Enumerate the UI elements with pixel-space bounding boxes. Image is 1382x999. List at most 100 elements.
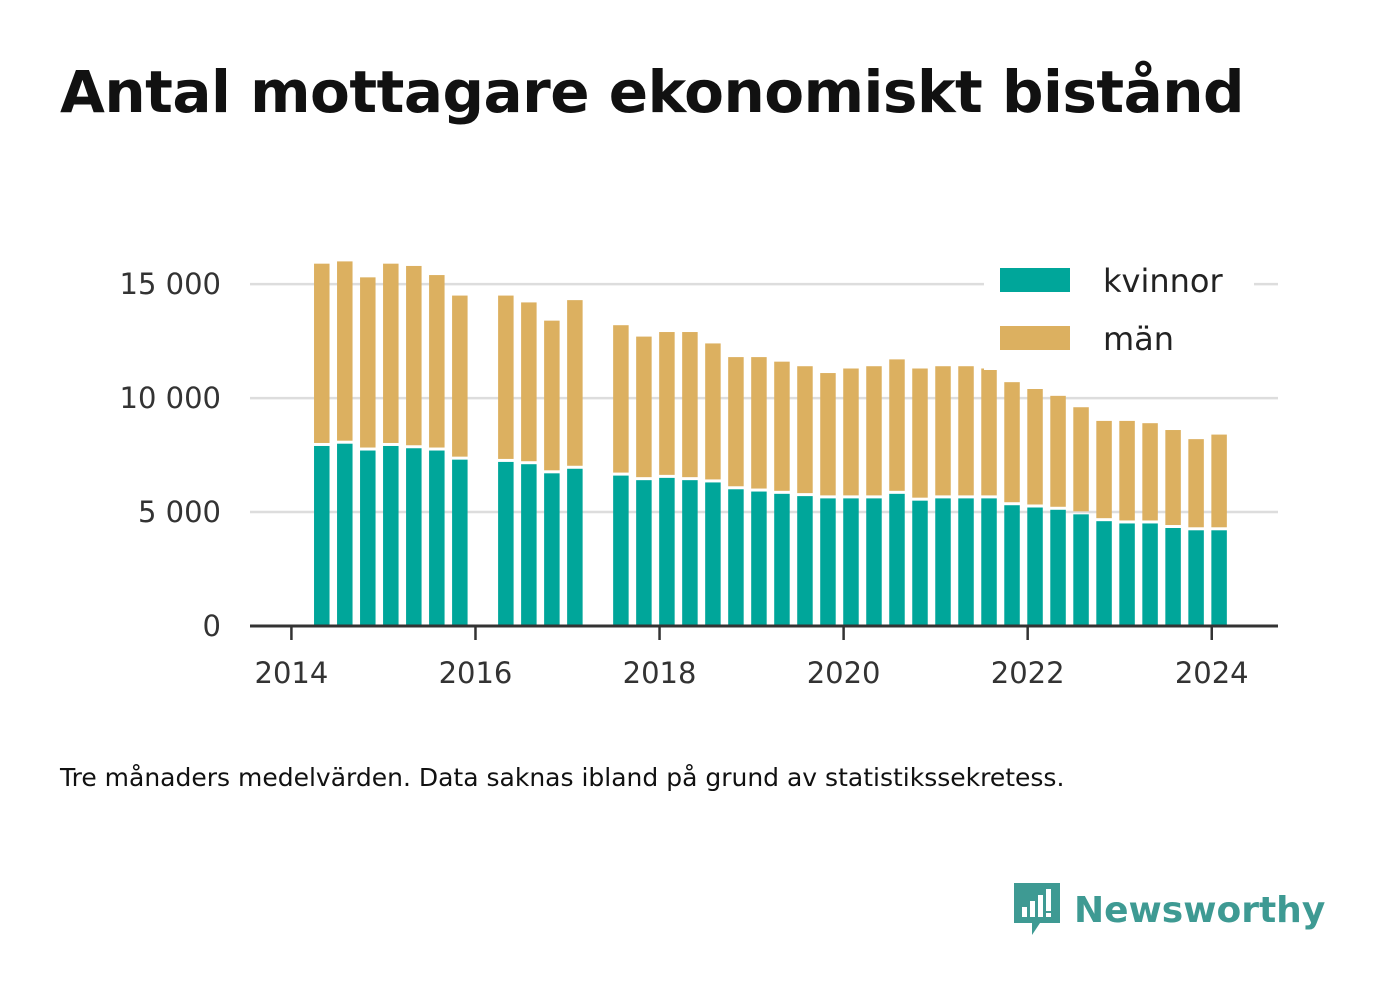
bars <box>314 261 1227 626</box>
legend-swatch-man <box>1000 326 1070 350</box>
chart-footnote: Tre månaders medelvärden. Data saknas ib… <box>60 763 1065 792</box>
bar-kvinnor <box>1096 521 1112 626</box>
brand-name: Newsworthy <box>1074 889 1326 931</box>
legend-label-kvinnor: kvinnor <box>1103 262 1224 300</box>
newsworthy-brand[interactable]: Newsworthy <box>1012 880 1325 940</box>
bar-man <box>1073 407 1089 512</box>
bar-man <box>337 261 353 441</box>
bar-man <box>1211 434 1227 528</box>
bar-man <box>889 359 905 491</box>
bar-kvinnor <box>544 473 560 626</box>
bar-man <box>1050 395 1066 507</box>
bar-man <box>636 336 652 478</box>
bar-man <box>498 295 514 459</box>
bar-man <box>1142 423 1158 521</box>
bar-kvinnor <box>1188 530 1204 626</box>
bar-kvinnor <box>1050 509 1066 626</box>
chart-title: Antal mottagare ekonomiskt bistånd <box>60 58 1245 126</box>
bar-kvinnor <box>360 450 376 626</box>
bar-man <box>751 357 767 489</box>
x-tick-label: 2020 <box>807 656 881 690</box>
bar-kvinnor <box>981 498 997 626</box>
bar-man <box>567 300 583 466</box>
x-tick-label: 2018 <box>623 656 697 690</box>
bar-kvinnor <box>452 459 468 626</box>
newsworthy-logo-icon <box>1014 883 1060 935</box>
bar-man <box>659 332 675 475</box>
bar-kvinnor <box>682 480 698 626</box>
bar-kvinnor <box>1073 514 1089 626</box>
bar-kvinnor <box>1004 505 1020 626</box>
bar-man <box>958 366 974 496</box>
bar-kvinnor <box>659 477 675 626</box>
bar-kvinnor <box>521 464 537 626</box>
bar-kvinnor <box>912 500 928 626</box>
bar-man <box>1188 439 1204 528</box>
bar-kvinnor <box>636 480 652 626</box>
y-tick-label: 10 000 <box>120 381 221 415</box>
bar-kvinnor <box>866 498 882 626</box>
bar-kvinnor <box>728 489 744 626</box>
x-tick-label: 2016 <box>439 656 513 690</box>
bar-man <box>843 368 859 496</box>
axes: 0 5 000 10 000 15 000 2014 2016 2018 2020 2022 20… <box>120 267 1278 690</box>
bar-man <box>1027 389 1043 505</box>
bar-kvinnor <box>1142 523 1158 626</box>
bar-man <box>682 332 698 478</box>
bar-man <box>521 302 537 462</box>
legend-swatch-kvinnor <box>1000 268 1070 292</box>
legend: kvinnor män <box>984 258 1254 370</box>
x-tick-label: 2014 <box>255 656 329 690</box>
bar-kvinnor <box>1165 528 1181 626</box>
x-tick-label: 2024 <box>1175 656 1249 690</box>
bar-man <box>981 368 997 496</box>
bar-kvinnor <box>498 461 514 626</box>
bar-kvinnor <box>406 448 422 626</box>
bar-man <box>935 366 951 496</box>
bar-man <box>383 263 399 443</box>
bar-man <box>544 320 560 471</box>
bar-kvinnor <box>314 445 330 626</box>
bar-kvinnor <box>774 493 790 626</box>
bar-man <box>360 277 376 448</box>
bar-kvinnor <box>820 498 836 626</box>
bar-man <box>613 325 629 473</box>
bar-man <box>429 275 445 448</box>
bar-man <box>1165 430 1181 526</box>
bar-kvinnor <box>1119 523 1135 626</box>
stacked-bar-chart: 0 5 000 10 000 15 000 2014 2016 2018 2020 2022 20… <box>119 258 1278 690</box>
bar-man <box>1004 382 1020 503</box>
bar-man <box>406 265 422 446</box>
bar-kvinnor <box>337 443 353 626</box>
bar-kvinnor <box>613 475 629 626</box>
bar-man <box>866 366 882 496</box>
bar-kvinnor <box>843 498 859 626</box>
bar-kvinnor <box>1211 530 1227 626</box>
bar-kvinnor <box>935 498 951 626</box>
bar-kvinnor <box>751 491 767 626</box>
bar-man <box>774 361 790 491</box>
y-tick-label: 0 <box>203 609 221 643</box>
bar-man <box>452 295 468 457</box>
bar-man <box>705 343 721 480</box>
bar-kvinnor <box>705 482 721 626</box>
bar-man <box>797 366 813 494</box>
bar-man <box>728 357 744 487</box>
bar-man <box>912 368 928 498</box>
bar-kvinnor <box>958 498 974 626</box>
bar-man <box>820 373 836 496</box>
legend-label-man: män <box>1103 320 1174 358</box>
bar-kvinnor <box>383 445 399 626</box>
bar-kvinnor <box>889 493 905 626</box>
x-tick-label: 2022 <box>991 656 1065 690</box>
bar-man <box>1096 420 1112 519</box>
bar-man <box>314 263 330 443</box>
bar-kvinnor <box>797 496 813 626</box>
bar-kvinnor <box>1027 507 1043 626</box>
bar-man <box>1119 420 1135 521</box>
y-tick-label: 5 000 <box>138 495 221 529</box>
bar-kvinnor <box>429 450 445 626</box>
y-tick-label: 15 000 <box>120 267 221 301</box>
bar-kvinnor <box>567 468 583 626</box>
